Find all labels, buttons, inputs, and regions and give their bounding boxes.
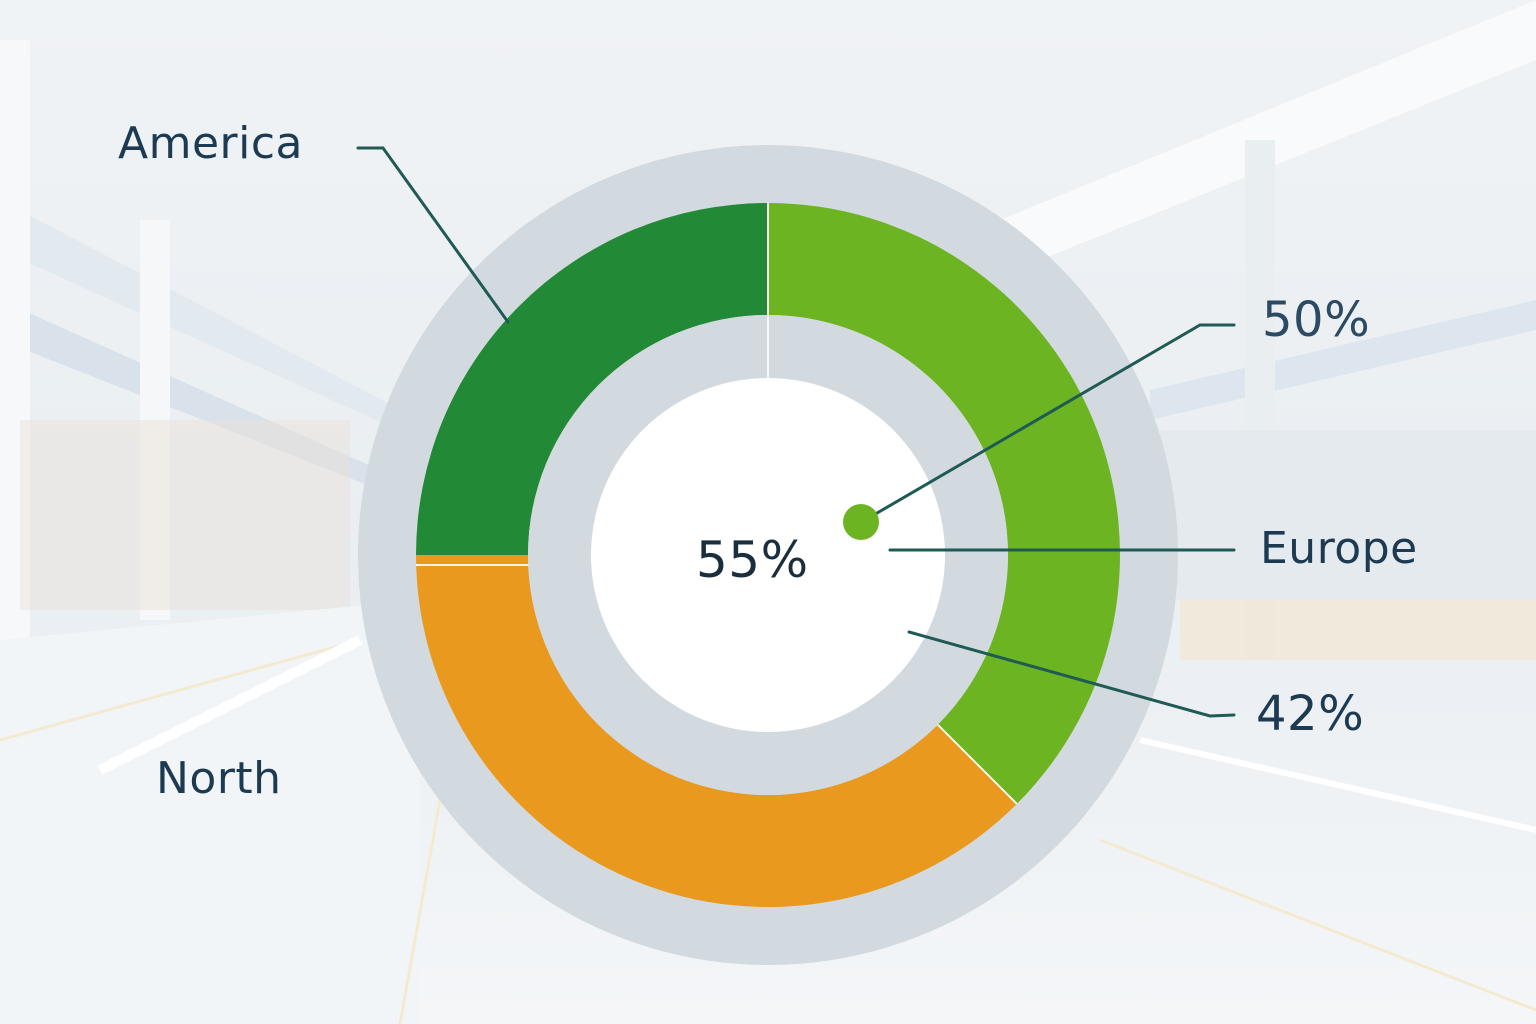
center-value-label: 55% [696,531,809,589]
leader-line-50 [870,323,1236,518]
leader-line-42 [907,630,1236,718]
segment-orange[interactable] [416,555,1017,907]
label-percent-50: 50% [1262,292,1371,348]
label-percent-42: 42% [1256,686,1365,742]
center-marker-dot [843,504,879,540]
label-north: North [156,753,282,804]
segment-dark-green[interactable] [416,203,768,555]
leader-line-america [356,146,510,324]
segment-light-green[interactable] [768,203,1120,804]
label-europe: Europe [1260,523,1418,574]
center-disc [591,378,945,732]
label-america: America [118,118,303,169]
